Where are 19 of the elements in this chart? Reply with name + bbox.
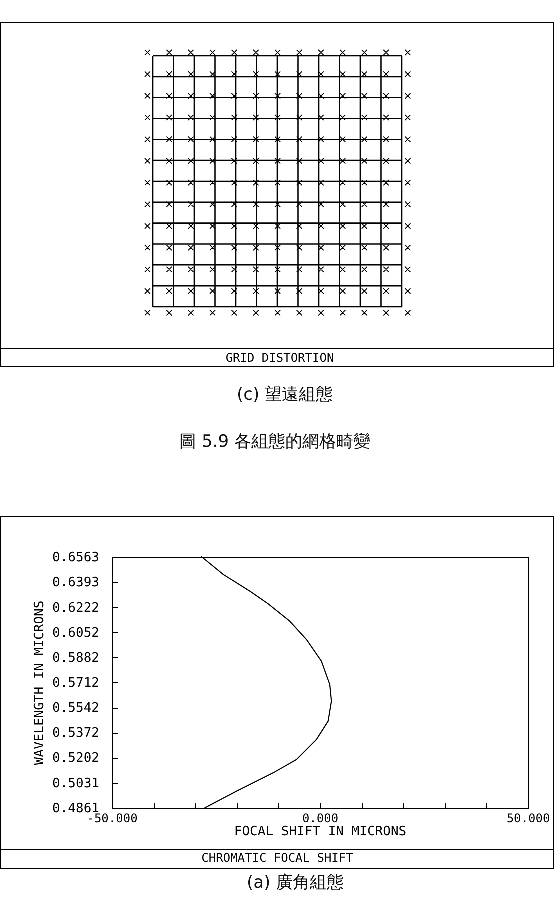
text: (a) 廣角組態	[246, 873, 344, 893]
text: CHROMATIC FOCAL SHIFT	[202, 851, 354, 865]
text: (c) 望遠組態	[236, 385, 334, 405]
y-tick-label: 0.5882	[52, 650, 100, 666]
x-axis-title: FOCAL SHIFT IN MICRONS	[234, 824, 407, 840]
y-axis-title: WAVELENGTH IN MICRONS	[32, 600, 48, 766]
y-tick-label: 0.5542	[52, 701, 100, 716]
x-tick-label: 0.000	[302, 812, 339, 826]
y-tick-label: 0.5031	[52, 776, 100, 792]
y-tick-label: 0.5202	[52, 751, 100, 766]
y-tick-label: 0.6563	[52, 550, 100, 566]
y-tick-label: 0.6052	[52, 626, 100, 641]
y-tick-label: 0.6393	[52, 576, 100, 591]
caption: 圖 5.9 各組態的網格畸變	[180, 432, 370, 452]
y-tick-label: 0.6222	[52, 600, 100, 616]
x-tick-label: 50.000	[506, 812, 550, 826]
y-tick-label: 0.5372	[52, 726, 100, 742]
y-tick-label: 0.5712	[52, 676, 100, 691]
text: GRID DISTORTION	[226, 350, 334, 364]
